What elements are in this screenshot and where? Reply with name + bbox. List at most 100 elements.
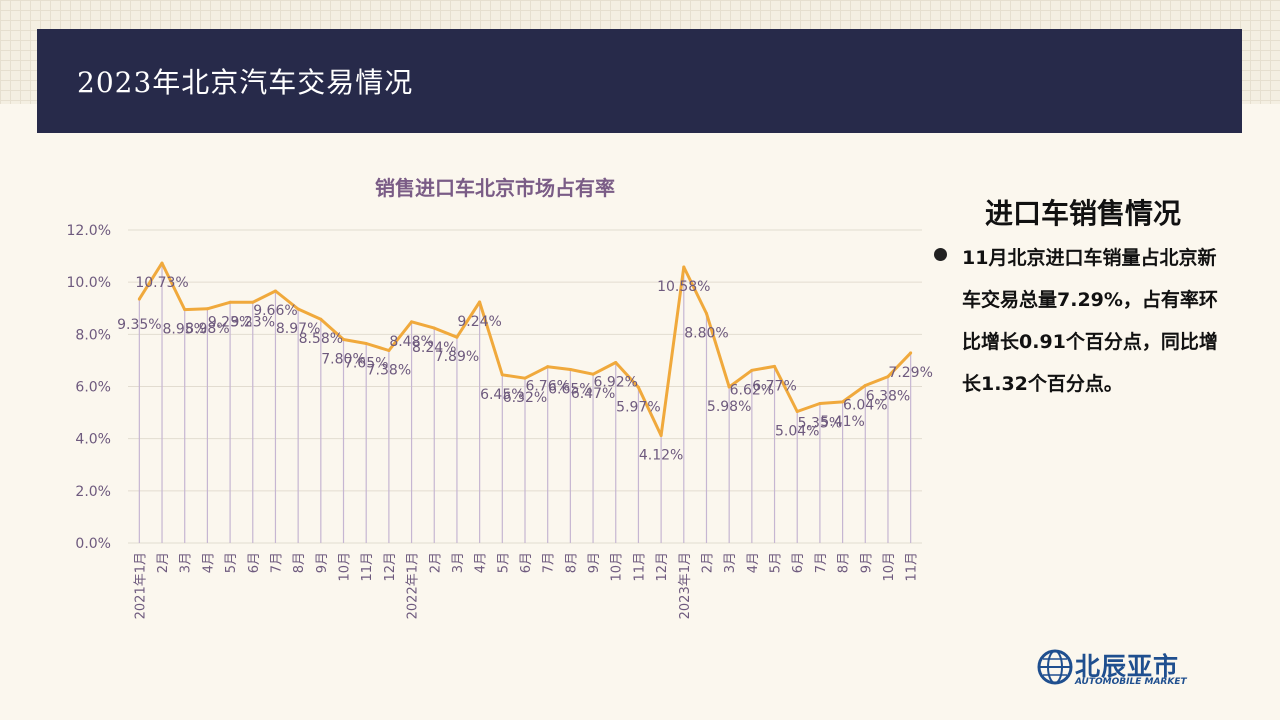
data-point	[500, 373, 504, 377]
data-point	[659, 434, 663, 438]
data-label: 8.80%	[684, 325, 728, 341]
y-tick-label: 0.0%	[75, 536, 111, 552]
data-point	[909, 351, 913, 355]
y-tick-label: 2.0%	[75, 484, 111, 500]
data-point	[455, 335, 459, 339]
data-label: 6.62%	[730, 382, 774, 398]
x-tick-label: 7月	[814, 552, 829, 573]
data-label: 6.77%	[752, 378, 796, 394]
x-tick-label: 6月	[519, 552, 534, 573]
x-tick-label: 4月	[201, 552, 216, 573]
x-tick-label: 2022年1月	[406, 552, 421, 619]
data-point	[682, 265, 686, 269]
x-tick-label: 12月	[383, 552, 398, 582]
data-point	[205, 307, 209, 311]
data-point	[886, 375, 890, 379]
data-label: 5.98%	[707, 399, 751, 415]
data-label: 5.35%	[798, 415, 842, 431]
data-point	[273, 289, 277, 293]
x-tick-label: 9月	[859, 552, 874, 573]
data-point	[750, 368, 754, 372]
data-label: 8.58%	[299, 331, 343, 347]
data-point	[137, 297, 141, 301]
data-label: 9.23%	[208, 314, 252, 330]
data-label: 5.04%	[775, 424, 819, 440]
x-tick-label: 8月	[564, 552, 579, 573]
data-point	[591, 372, 595, 376]
data-label: 6.92%	[594, 375, 638, 391]
logo-text-en: AUTOMOBILE MARKET	[1075, 677, 1187, 687]
data-point	[704, 311, 708, 315]
x-tick-label: 6月	[247, 552, 262, 573]
chart-title: 销售进口车北京市场占有率	[375, 176, 615, 200]
data-label: 10.58%	[657, 279, 710, 295]
logo-text-cn: 北辰亚市	[1075, 652, 1180, 681]
data-label: 7.89%	[435, 349, 479, 365]
y-tick-label: 12.0%	[67, 223, 111, 239]
data-point	[795, 410, 799, 414]
data-point	[523, 376, 527, 380]
data-label: 8.97%	[276, 321, 320, 337]
x-tick-label: 2月	[700, 552, 715, 573]
x-tick-label: 2021年1月	[133, 552, 148, 619]
data-label: 8.95%	[162, 322, 206, 338]
data-point	[432, 326, 436, 330]
data-label: 10.73%	[135, 275, 188, 291]
data-point	[160, 261, 164, 265]
data-point	[183, 308, 187, 312]
data-label: 8.98%	[185, 321, 229, 337]
data-label: 6.38%	[866, 389, 910, 405]
page-title: 2023年北京汽车交易情况	[77, 66, 414, 99]
x-tick-label: 5月	[769, 552, 784, 573]
x-tick-label: 3月	[723, 552, 738, 573]
x-tick-label: 11月	[360, 552, 375, 582]
x-tick-label: 2月	[156, 552, 171, 573]
data-label: 6.47%	[571, 386, 615, 402]
data-point	[568, 368, 572, 372]
data-label: 9.35%	[117, 317, 161, 333]
data-point	[364, 341, 368, 345]
data-label: 6.76%	[525, 379, 569, 395]
data-label: 7.38%	[367, 363, 411, 379]
data-point	[546, 365, 550, 369]
x-tick-label: 7月	[542, 552, 557, 573]
x-tick-label: 10月	[610, 552, 625, 582]
x-tick-label: 3月	[451, 552, 466, 573]
data-point	[636, 385, 640, 389]
x-tick-label: 10月	[882, 552, 897, 582]
data-label: 4.12%	[639, 448, 683, 464]
x-tick-label: 11月	[905, 552, 920, 582]
x-tick-label: 5月	[224, 552, 239, 573]
x-tick-label: 9月	[315, 552, 330, 573]
x-tick-label: 7月	[269, 552, 284, 573]
x-tick-label: 2月	[428, 552, 443, 573]
data-label: 8.24%	[412, 340, 456, 356]
x-tick-label: 9月	[587, 552, 602, 573]
data-label: 7.65%	[344, 355, 388, 371]
y-tick-label: 6.0%	[75, 380, 111, 396]
data-label: 8.48%	[389, 334, 433, 350]
x-tick-label: 8月	[292, 552, 307, 573]
data-point	[251, 300, 255, 304]
data-point	[228, 300, 232, 304]
x-tick-label: 4月	[746, 552, 761, 573]
data-label: 9.24%	[457, 314, 501, 330]
data-label: 9.23%	[231, 314, 275, 330]
x-tick-label: 2023年1月	[678, 552, 693, 619]
x-tick-label: 5月	[496, 552, 511, 573]
x-tick-label: 11月	[632, 552, 647, 582]
data-point	[863, 383, 867, 387]
bullet-dot-icon	[934, 248, 947, 261]
brand-logo: 北辰亚市 AUTOMOBILE MARKET	[1037, 647, 1217, 693]
x-tick-label: 12月	[655, 552, 670, 582]
data-label: 6.45%	[480, 387, 524, 403]
data-point	[773, 364, 777, 368]
data-point	[614, 361, 618, 365]
data-label: 5.41%	[820, 414, 864, 430]
data-point	[727, 385, 731, 389]
x-tick-label: 6月	[791, 552, 806, 573]
line-chart: 0.0% 2.0% 4.0% 6.0% 8.0% 10.0% 12.0% 9.35% 10.73…	[67, 223, 933, 619]
data-point	[818, 401, 822, 405]
sidebar-bullet-text: 11月北京进口车销量占北京新车交易总量7.29%，占有率环比增长0.91个百分点…	[962, 247, 1218, 395]
globe-icon	[1037, 649, 1073, 685]
